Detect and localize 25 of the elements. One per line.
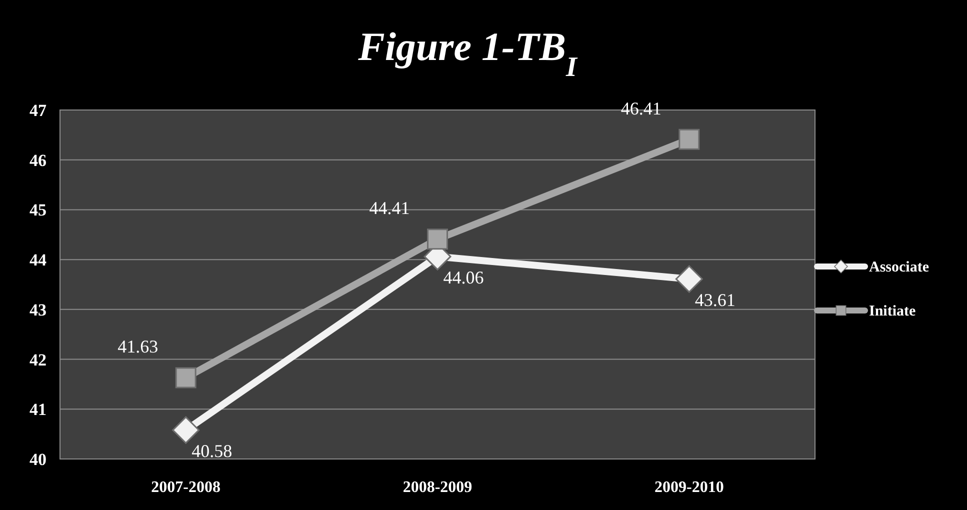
point xyxy=(172,416,200,444)
x-tick-label: 2009-2010 xyxy=(654,479,724,496)
y-tick-label: 44 xyxy=(30,250,47,270)
point xyxy=(678,128,700,150)
data-label: 44.41 xyxy=(369,198,410,218)
y-tick-label: 43 xyxy=(30,300,46,320)
legend-label: Initiate xyxy=(869,304,916,320)
point xyxy=(427,228,448,250)
y-tick-label: 45 xyxy=(30,200,46,220)
chart-title: Figure 1-TB$_{I}$ xyxy=(357,24,578,82)
data-label: 41.63 xyxy=(118,336,158,357)
point xyxy=(675,265,703,293)
data-label: 43.61 xyxy=(694,290,736,310)
data-label: 40.58 xyxy=(192,441,232,462)
y-tick-label: 47 xyxy=(30,101,47,120)
y-tick-label: 41 xyxy=(30,400,46,420)
data-label: 46.41 xyxy=(620,98,662,118)
legend-label: Associate xyxy=(869,260,930,276)
point xyxy=(175,367,196,388)
data-label: 44.06 xyxy=(443,268,484,288)
y-tick-label: 42 xyxy=(30,350,46,370)
x-tick-label: 2008-2009 xyxy=(402,479,472,496)
x-tick-label: 2007-2008 xyxy=(151,479,220,496)
y-tick-label: 40 xyxy=(30,450,46,469)
y-tick-label: 46 xyxy=(30,150,46,170)
